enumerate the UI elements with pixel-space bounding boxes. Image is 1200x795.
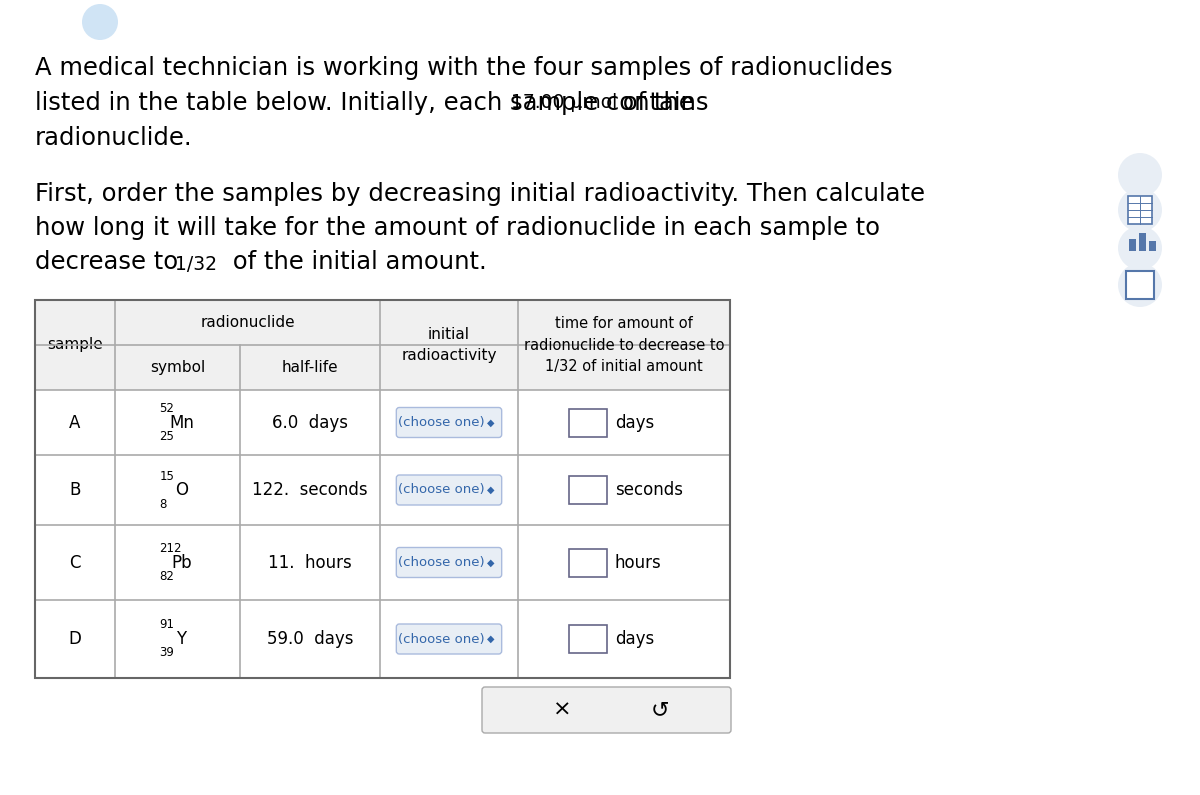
Bar bbox=[1129, 239, 1136, 251]
Text: A medical technician is working with the four samples of radionuclides: A medical technician is working with the… bbox=[35, 56, 893, 80]
Text: 11.  hours: 11. hours bbox=[268, 553, 352, 572]
Text: 6.0  days: 6.0 days bbox=[272, 413, 348, 432]
FancyBboxPatch shape bbox=[396, 548, 502, 577]
Text: ··: ·· bbox=[1133, 273, 1139, 281]
Text: (choose one): (choose one) bbox=[397, 483, 485, 497]
Text: days: days bbox=[616, 630, 654, 648]
Text: 82: 82 bbox=[160, 570, 174, 583]
Text: 212: 212 bbox=[160, 542, 182, 555]
Text: D: D bbox=[68, 630, 82, 648]
Bar bbox=[1139, 233, 1146, 251]
Text: days: days bbox=[616, 413, 654, 432]
Text: ◆: ◆ bbox=[487, 417, 494, 428]
Bar bbox=[569, 549, 607, 576]
Text: how long it will take for the amount of radionuclide in each sample to: how long it will take for the amount of … bbox=[35, 216, 880, 240]
Text: of the: of the bbox=[616, 91, 694, 115]
Text: decrease to: decrease to bbox=[35, 250, 186, 274]
Text: First, order the samples by decreasing initial radioactivity. Then calculate: First, order the samples by decreasing i… bbox=[35, 182, 925, 206]
Text: (choose one): (choose one) bbox=[397, 556, 485, 569]
Text: sample: sample bbox=[47, 338, 103, 352]
Text: radionuclide.: radionuclide. bbox=[35, 126, 193, 150]
Text: ?: ? bbox=[1135, 165, 1145, 184]
Text: Mn: Mn bbox=[169, 413, 194, 432]
FancyBboxPatch shape bbox=[396, 475, 502, 505]
Text: Y: Y bbox=[176, 630, 186, 648]
Bar bbox=[569, 625, 607, 653]
Text: O: O bbox=[175, 481, 188, 499]
FancyBboxPatch shape bbox=[396, 624, 502, 654]
Circle shape bbox=[1118, 188, 1162, 232]
FancyBboxPatch shape bbox=[396, 408, 502, 437]
Circle shape bbox=[82, 4, 118, 40]
Text: (choose one): (choose one) bbox=[397, 416, 485, 429]
Bar bbox=[1150, 241, 1156, 251]
Text: Ar: Ar bbox=[1132, 280, 1148, 294]
Text: of the initial amount.: of the initial amount. bbox=[226, 250, 487, 274]
Text: 59.0  days: 59.0 days bbox=[266, 630, 353, 648]
FancyBboxPatch shape bbox=[482, 687, 731, 733]
Text: half-life: half-life bbox=[282, 360, 338, 375]
Text: 122.  seconds: 122. seconds bbox=[252, 481, 368, 499]
Text: ∨: ∨ bbox=[94, 13, 107, 31]
Text: ↺: ↺ bbox=[650, 700, 670, 720]
Text: ◆: ◆ bbox=[487, 634, 494, 644]
Text: 52: 52 bbox=[160, 402, 174, 415]
Bar bbox=[35, 300, 730, 390]
Text: A: A bbox=[70, 413, 80, 432]
Text: (choose one): (choose one) bbox=[397, 633, 485, 646]
Text: 1/32: 1/32 bbox=[175, 254, 217, 273]
Bar bbox=[35, 300, 730, 678]
Text: seconds: seconds bbox=[616, 481, 683, 499]
Text: Pb: Pb bbox=[172, 553, 192, 572]
Text: 15: 15 bbox=[160, 470, 174, 483]
Text: hours: hours bbox=[616, 553, 661, 572]
Bar bbox=[35, 300, 730, 678]
Text: 25: 25 bbox=[160, 430, 174, 443]
Bar bbox=[569, 409, 607, 436]
Bar bbox=[1126, 271, 1154, 299]
Bar bbox=[1128, 196, 1152, 224]
Text: ×: × bbox=[553, 700, 572, 720]
Text: ◆: ◆ bbox=[487, 557, 494, 568]
Text: initial
radioactivity: initial radioactivity bbox=[401, 327, 497, 363]
Text: 8: 8 bbox=[160, 498, 167, 510]
Text: 17.00 μmol: 17.00 μmol bbox=[511, 94, 617, 113]
Bar bbox=[569, 476, 607, 504]
Text: B: B bbox=[70, 481, 80, 499]
Circle shape bbox=[1118, 226, 1162, 270]
Text: radionuclide: radionuclide bbox=[200, 315, 295, 330]
Text: 91: 91 bbox=[160, 619, 174, 631]
Text: listed in the table below. Initially, each sample contains: listed in the table below. Initially, ea… bbox=[35, 91, 716, 115]
Text: time for amount of
radionuclide to decrease to
1/32 of initial amount: time for amount of radionuclide to decre… bbox=[523, 316, 725, 374]
Text: C: C bbox=[70, 553, 80, 572]
Circle shape bbox=[1118, 263, 1162, 307]
Text: ◆: ◆ bbox=[487, 485, 494, 495]
Text: 39: 39 bbox=[160, 646, 174, 660]
Circle shape bbox=[1118, 153, 1162, 197]
Text: symbol: symbol bbox=[150, 360, 205, 375]
